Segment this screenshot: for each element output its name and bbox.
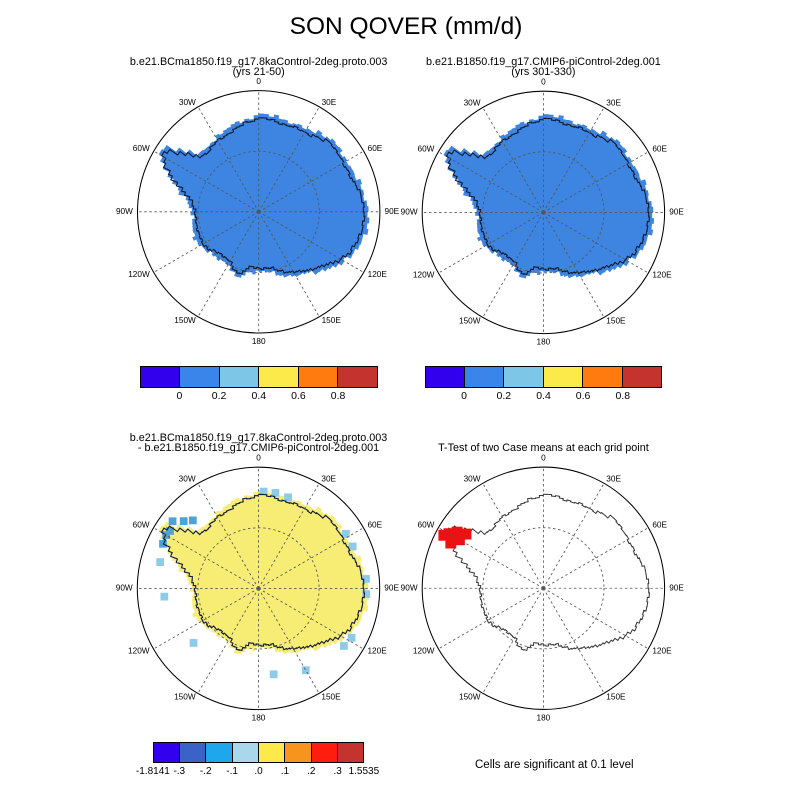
svg-text:150E: 150E xyxy=(606,692,626,701)
svg-text:60E: 60E xyxy=(652,521,667,530)
svg-text:30E: 30E xyxy=(321,475,336,484)
svg-text:150W: 150W xyxy=(459,317,481,326)
svg-text:60W: 60W xyxy=(418,521,435,530)
svg-text:60E: 60E xyxy=(368,144,383,153)
svg-text:30E: 30E xyxy=(322,98,337,107)
svg-text:180: 180 xyxy=(252,337,266,346)
svg-text:150W: 150W xyxy=(174,316,196,325)
svg-text:90W: 90W xyxy=(116,584,133,593)
svg-text:90E: 90E xyxy=(669,583,684,592)
svg-text:60E: 60E xyxy=(652,145,667,154)
svg-text:30W: 30W xyxy=(464,99,481,108)
svg-text:120W: 120W xyxy=(413,646,435,655)
svg-text:150E: 150E xyxy=(322,316,342,325)
svg-text:90E: 90E xyxy=(385,207,400,216)
svg-text:60W: 60W xyxy=(133,144,150,153)
svg-text:90E: 90E xyxy=(384,584,399,593)
svg-text:90W: 90W xyxy=(401,208,418,217)
svg-text:30E: 30E xyxy=(606,474,621,483)
svg-text:180: 180 xyxy=(252,714,266,723)
svg-text:30W: 30W xyxy=(179,475,196,484)
svg-text:120E: 120E xyxy=(368,270,388,279)
svg-text:0: 0 xyxy=(541,78,546,87)
svg-text:120E: 120E xyxy=(652,270,672,279)
svg-text:120E: 120E xyxy=(367,646,387,655)
svg-text:180: 180 xyxy=(537,713,551,722)
svg-text:150W: 150W xyxy=(459,692,481,701)
svg-text:30E: 30E xyxy=(606,99,621,108)
svg-text:60W: 60W xyxy=(418,145,435,154)
svg-text:60W: 60W xyxy=(133,521,150,530)
svg-text:120E: 120E xyxy=(652,646,672,655)
svg-text:150W: 150W xyxy=(174,693,196,702)
svg-text:0: 0 xyxy=(256,77,261,86)
svg-text:180: 180 xyxy=(537,338,551,347)
svg-text:120W: 120W xyxy=(128,646,150,655)
svg-text:90E: 90E xyxy=(669,208,684,217)
svg-text:120W: 120W xyxy=(128,270,150,279)
svg-text:90W: 90W xyxy=(116,207,133,216)
svg-text:150E: 150E xyxy=(606,317,626,326)
svg-text:30W: 30W xyxy=(464,474,481,483)
svg-text:120W: 120W xyxy=(413,270,435,279)
svg-text:90W: 90W xyxy=(401,583,418,592)
svg-text:0: 0 xyxy=(256,454,261,463)
svg-text:0: 0 xyxy=(541,453,546,462)
svg-text:30W: 30W xyxy=(179,98,196,107)
svg-text:60E: 60E xyxy=(367,521,382,530)
svg-text:150E: 150E xyxy=(321,693,341,702)
